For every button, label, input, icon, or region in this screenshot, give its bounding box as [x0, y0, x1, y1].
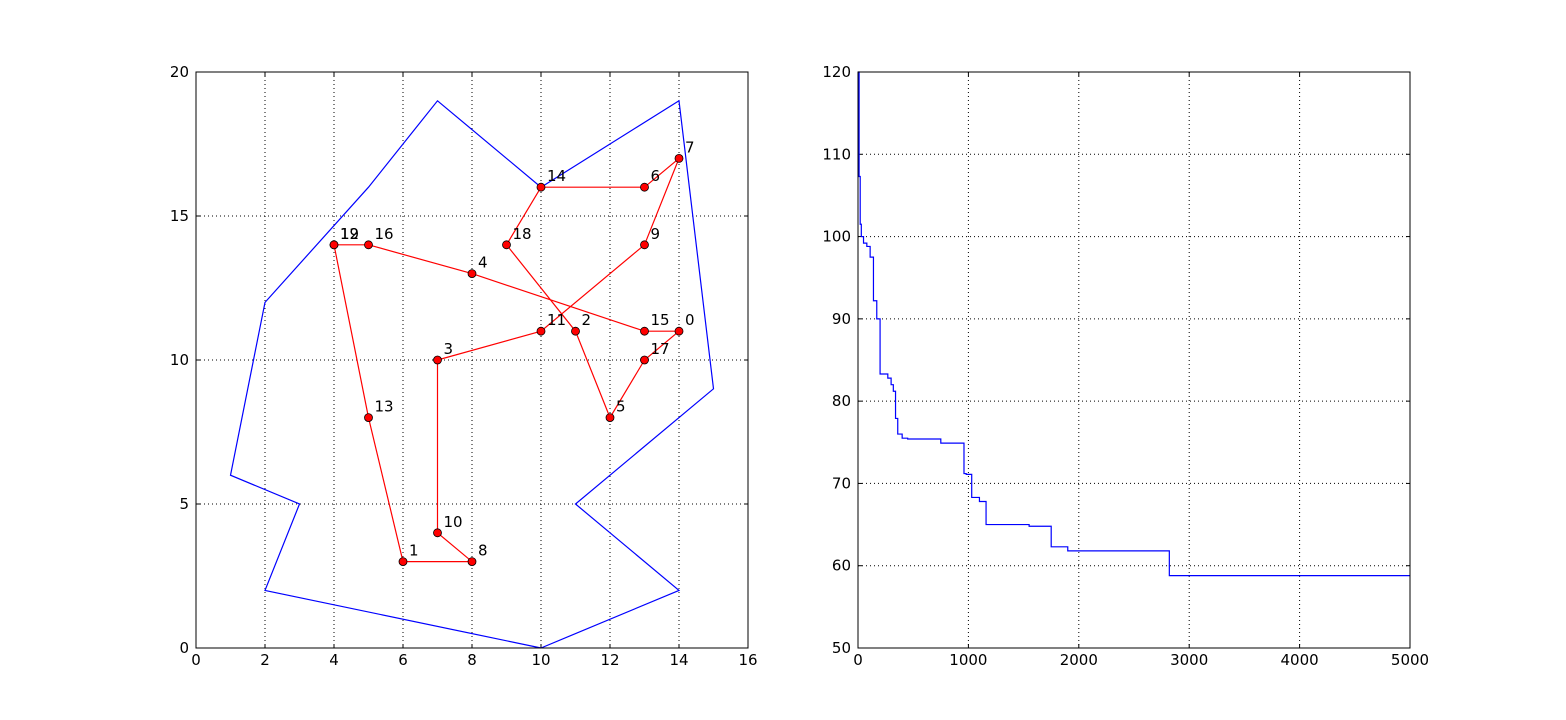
conv-ytick-label-3: 80 — [832, 392, 851, 410]
point-label-17: 17 — [651, 340, 670, 358]
point-label-12: 12 — [340, 225, 359, 243]
conv-ticks: 0 1000 2000 3000 4000 5000 50 60 70 80 90 100 110 120 — [822, 63, 1429, 669]
conv-xtick-label-4: 4000 — [1281, 651, 1319, 669]
conv-xtick-label-5: 5000 — [1391, 651, 1429, 669]
route-point-18 — [502, 240, 511, 250]
conv-ytick-label-7: 120 — [822, 63, 851, 81]
point-label-13: 13 — [375, 398, 394, 416]
conv-xtick-label-3: 3000 — [1170, 651, 1208, 669]
map-ytick-label-2: 10 — [170, 351, 189, 369]
route-map-chart: 0 2 4 6 8 10 12 14 16051015200123456789101112131… — [170, 63, 758, 669]
map-ytick-label-4: 20 — [170, 63, 189, 81]
route-point-16 — [364, 240, 373, 250]
point-label-4: 4 — [478, 254, 488, 272]
point-label-8: 8 — [478, 542, 488, 560]
point-label-9: 9 — [651, 225, 661, 243]
conv-ytick-label-1: 60 — [832, 557, 851, 575]
route-point-2 — [571, 326, 580, 336]
route-point-9 — [640, 240, 649, 250]
conv-ytick-label-4: 90 — [832, 310, 851, 328]
point-label-14: 14 — [547, 167, 566, 185]
map-ytick-label-0: 0 — [179, 639, 189, 657]
map-axes-frame — [195, 71, 749, 649]
point-label-10: 10 — [444, 513, 463, 531]
route-point-0 — [674, 326, 684, 336]
map-xtick-label-4: 8 — [467, 651, 477, 669]
point-label-6: 6 — [651, 167, 661, 185]
route-point-7 — [674, 153, 684, 163]
conv-ytick-label-6: 110 — [822, 145, 851, 163]
point-label-7: 7 — [685, 138, 695, 156]
conv-axes-frame — [857, 71, 1411, 649]
point-label-3: 3 — [444, 340, 454, 358]
map-xtick-label-7: 14 — [669, 651, 688, 669]
conv-ytick-label-5: 100 — [822, 228, 851, 246]
point-label-2: 2 — [582, 311, 592, 329]
route-point-10 — [433, 528, 442, 538]
map-ytick-label-3: 15 — [170, 207, 189, 225]
convergence-chart: 0 1000 2000 3000 4000 5000 50 60 70 80 90 100 110 120 — [822, 63, 1429, 669]
conv-ytick-label-2: 70 — [832, 474, 851, 492]
point-label-15: 15 — [651, 311, 670, 329]
map-xtick-label-5: 10 — [531, 651, 550, 669]
route-line — [333, 157, 680, 563]
route-point-17 — [640, 355, 649, 365]
map-xtick-label-1: 2 — [260, 651, 270, 669]
map-xtick-label-8: 16 — [738, 651, 757, 669]
point-label-18: 18 — [513, 225, 532, 243]
point-label-16: 16 — [375, 225, 394, 243]
route-point-13 — [364, 413, 373, 423]
route-point-5 — [605, 413, 615, 423]
point-label-11: 11 — [547, 311, 566, 329]
boundary-polygon — [229, 99, 715, 649]
route-point-8 — [467, 557, 477, 566]
route-point-1 — [398, 557, 408, 566]
point-label-1: 1 — [409, 542, 419, 560]
route-point-19 — [329, 240, 339, 250]
conv-xtick-label-1: 1000 — [949, 651, 987, 669]
map-xtick-label-0: 0 — [191, 651, 201, 669]
route-point-3 — [433, 355, 442, 365]
route-point-11 — [536, 326, 546, 336]
conv-xtick-label-0: 0 — [853, 651, 863, 669]
conv-xtick-label-2: 2000 — [1060, 651, 1098, 669]
point-label-19: 19 — [340, 225, 359, 243]
route-point-4 — [467, 269, 477, 279]
route-point-6 — [640, 182, 649, 192]
map-ytick-label-1: 5 — [179, 495, 189, 513]
conv-ytick-label-0: 50 — [832, 639, 851, 657]
route-point-15 — [640, 326, 649, 336]
convergence-line — [858, 71, 1410, 577]
map-xtick-label-6: 12 — [600, 651, 619, 669]
route-point-14 — [536, 182, 546, 192]
point-label-5: 5 — [616, 398, 626, 416]
point-label-0: 0 — [685, 311, 695, 329]
map-xtick-label-2: 4 — [329, 651, 339, 669]
map-xtick-label-3: 6 — [398, 651, 408, 669]
conv-grid — [858, 72, 1410, 648]
